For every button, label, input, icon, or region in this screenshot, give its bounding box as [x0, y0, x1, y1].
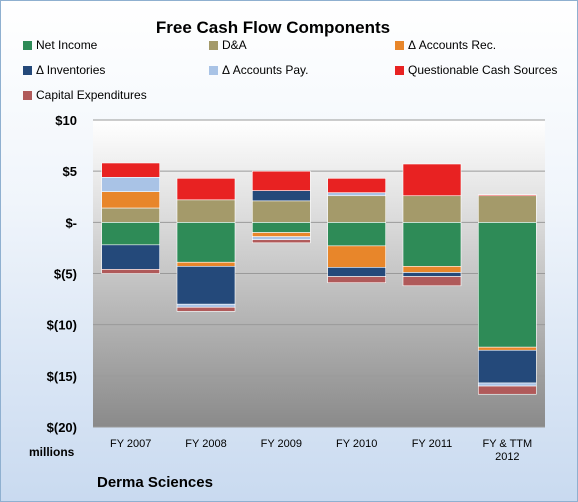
x-tick-label: FY 2008 [185, 438, 226, 450]
bar-segment [478, 385, 537, 395]
x-tick-label: FY 2007 [110, 438, 151, 450]
y-tick-label: $5 [63, 164, 77, 179]
y-tick-label: $(10) [47, 318, 77, 333]
legend-entry: Capital Expenditures [36, 88, 147, 102]
legend-entry: Net Income [36, 38, 98, 52]
bar-segment [478, 349, 537, 384]
bar-segment [327, 245, 386, 268]
legend-entry: Δ Inventories [36, 63, 105, 77]
bar-segment [402, 276, 462, 287]
bar-segment [478, 222, 537, 348]
bar-segment [176, 261, 236, 267]
y-tick-label: $(20) [47, 420, 77, 435]
bar-segment [327, 178, 386, 193]
company-label: Derma Sciences [97, 474, 213, 491]
bar-segment [402, 272, 462, 277]
bar-segment [402, 266, 462, 273]
y-axis: $10 $5 $- $(5) $(10) $(15) $(20) [47, 113, 77, 435]
bar-segment [176, 303, 236, 308]
bar-segment [252, 232, 311, 237]
bar-segment [327, 267, 386, 277]
bar-segment [402, 195, 462, 223]
legend-swatch [395, 41, 404, 50]
legend-swatch [23, 91, 32, 100]
bar-segment [402, 163, 462, 197]
legend-entry: Δ Accounts Rec. [408, 38, 496, 52]
legend-swatch [395, 66, 404, 75]
gridlines [93, 119, 545, 428]
y-tick-label: $(15) [47, 369, 77, 384]
bar-segment [478, 195, 537, 223]
bar-segment [101, 244, 160, 270]
x-tick-label: FY 2009 [261, 438, 302, 450]
bar-segment [101, 269, 160, 274]
bar-segment [327, 222, 386, 247]
bar-segment [101, 207, 160, 223]
bars [101, 162, 537, 395]
legend-swatch [23, 41, 32, 50]
x-tick-label: FY 2011 [412, 438, 453, 450]
bar-segment [252, 222, 311, 233]
bar-segment [176, 199, 236, 223]
x-tick-label: FY & TTM 2012 [482, 438, 532, 463]
bar-segment [252, 170, 311, 191]
y-tick-label: $- [65, 215, 77, 230]
legend-swatch [209, 41, 218, 50]
bar-segment [252, 236, 311, 241]
legend-swatch [209, 66, 218, 75]
legend-swatch [23, 66, 32, 75]
bar-segment [176, 222, 236, 263]
bar-segment [478, 194, 537, 197]
legend-entry: D&A [222, 38, 247, 52]
bar-segment [478, 346, 537, 351]
bar-segment [327, 195, 386, 223]
y-tick-label: $(5) [54, 267, 77, 282]
x-tick-label: FY 2010 [336, 438, 377, 450]
bar-segment [478, 382, 537, 387]
bar-segment [176, 306, 236, 312]
chart-title: Free Cash Flow Components [156, 18, 390, 37]
units-label: millions [29, 445, 75, 459]
bar-segment [252, 200, 311, 223]
bar-segment [327, 276, 386, 284]
bar-segment [101, 222, 160, 246]
bar-segment [402, 222, 462, 267]
x-axis: FY 2007 FY 2008 FY 2009 FY 2010 FY 2011 FY & … [110, 438, 532, 463]
bar-segment [176, 178, 236, 201]
legend-entry: Δ Accounts Pay. [222, 63, 309, 77]
bar-segment [252, 239, 311, 244]
bar-segment [176, 266, 236, 305]
bar-segment [252, 190, 311, 202]
bar-segment [101, 177, 160, 192]
bar-segment [101, 162, 160, 178]
legend-entry: Questionable Cash Sources [408, 63, 557, 77]
bar-segment [101, 191, 160, 209]
legend: Net Income D&A Δ Accounts Rec. Δ Inventorie… [23, 38, 557, 102]
y-tick-label: $10 [55, 113, 77, 128]
bar-segment [327, 192, 386, 197]
